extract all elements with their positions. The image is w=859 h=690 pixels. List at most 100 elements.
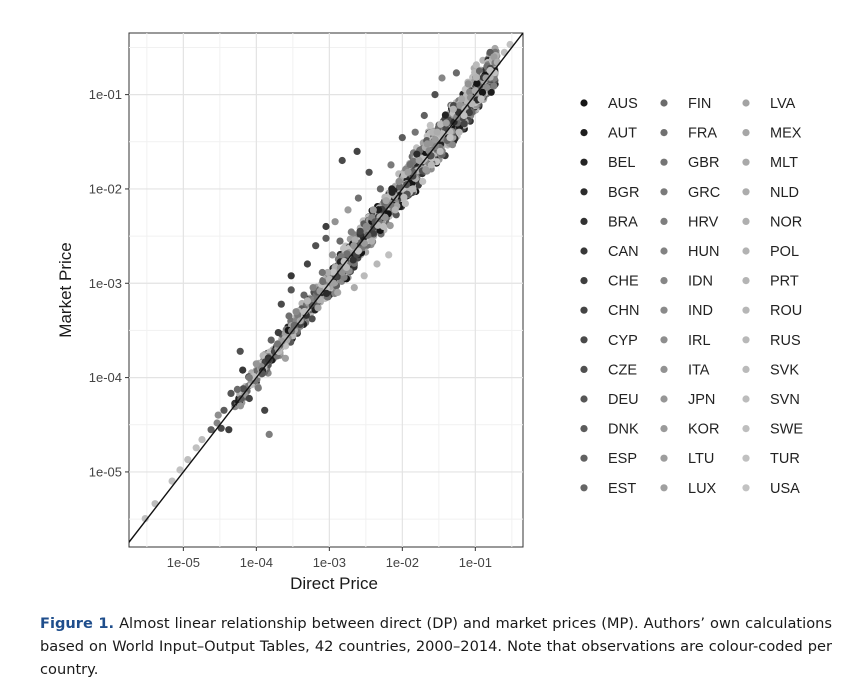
legend-marker <box>580 217 588 225</box>
legend-label: CAN <box>608 244 639 260</box>
data-point <box>398 134 406 142</box>
data-point <box>472 73 480 81</box>
data-point <box>329 268 337 276</box>
legend-marker <box>660 99 668 107</box>
data-point <box>413 150 421 158</box>
data-point <box>356 227 364 235</box>
data-point <box>336 237 344 245</box>
y-tick-label: 1e-02 <box>89 181 122 196</box>
legend-marker <box>742 306 750 314</box>
data-point <box>483 83 491 92</box>
data-point <box>473 79 481 87</box>
data-point <box>192 444 200 452</box>
legend-label: BRA <box>608 214 638 230</box>
data-point <box>322 222 330 231</box>
legend-marker <box>660 425 668 433</box>
legend-label: CHE <box>608 274 639 290</box>
legend-label: JPN <box>688 392 715 408</box>
legend-marker <box>660 484 668 492</box>
legend-label: MLT <box>770 155 798 171</box>
legend: AUS AUT BEL BGR BRA CAN CHE CHN CYP CZE DEU DNK ESP E… <box>580 96 803 497</box>
y-axis: 1e-05 1e-04 1e-03 1e-02 1e-01 <box>89 87 129 479</box>
legend-label: BEL <box>608 155 635 171</box>
data-point <box>344 206 352 214</box>
data-point <box>309 284 317 292</box>
legend-label: NLD <box>770 185 799 201</box>
data-point <box>456 101 464 109</box>
legend-label: EST <box>608 481 636 497</box>
data-point <box>406 160 414 169</box>
data-point <box>438 74 446 82</box>
data-point <box>427 161 435 169</box>
data-point <box>322 234 330 242</box>
data-point <box>252 360 260 368</box>
legend-label: LVA <box>770 96 796 112</box>
legend-marker <box>660 336 668 344</box>
legend-label: USA <box>770 481 800 497</box>
legend-marker <box>580 247 588 255</box>
data-point <box>379 222 387 231</box>
legend-label: BGR <box>608 185 639 201</box>
legend-label: ITA <box>688 362 710 378</box>
data-point <box>458 95 466 103</box>
data-point <box>482 74 490 82</box>
data-point <box>324 268 332 277</box>
legend-marker <box>580 484 588 492</box>
data-point <box>391 206 399 214</box>
figure: 1e-05 1e-04 1e-03 1e-02 1e-01 1e-05 1e-04 1e-0… <box>56 32 803 593</box>
legend-marker <box>742 158 750 166</box>
legend-marker <box>742 425 750 433</box>
data-point <box>176 466 184 474</box>
data-point <box>376 185 384 193</box>
legend-marker <box>660 247 668 255</box>
data-point <box>225 426 233 434</box>
major-gridlines <box>129 33 523 547</box>
data-point <box>239 385 247 393</box>
data-point <box>369 206 377 214</box>
legend-marker <box>580 365 588 373</box>
legend-label: POL <box>770 244 799 260</box>
data-point <box>343 250 351 258</box>
data-point <box>396 183 404 191</box>
data-point <box>460 111 468 120</box>
data-point <box>448 141 457 149</box>
data-point <box>300 291 308 299</box>
legend-label: CHN <box>608 303 639 319</box>
data-point <box>419 177 427 186</box>
data-point <box>287 286 295 294</box>
data-point <box>245 394 253 403</box>
y-axis-title: Market Price <box>56 242 75 337</box>
data-point <box>404 168 412 176</box>
data-point <box>360 272 368 280</box>
data-point <box>198 436 206 444</box>
data-point <box>254 384 262 392</box>
data-point <box>466 88 474 96</box>
data-point <box>141 515 149 523</box>
legend-marker <box>660 158 668 166</box>
data-point <box>214 411 222 419</box>
legend-label: LTU <box>688 451 714 467</box>
data-points <box>141 40 514 523</box>
legend-label: TUR <box>770 451 800 467</box>
data-point <box>273 340 282 348</box>
legend-label: HUN <box>688 244 719 260</box>
data-point <box>449 105 457 113</box>
data-point <box>322 289 331 297</box>
data-point <box>472 61 480 69</box>
data-point <box>395 177 403 186</box>
data-point <box>387 161 395 169</box>
data-point <box>362 222 370 231</box>
legend-marker <box>742 365 750 373</box>
data-point <box>386 222 394 230</box>
data-point <box>350 242 358 250</box>
legend-marker <box>742 129 750 137</box>
data-point <box>487 88 495 96</box>
data-point <box>213 419 221 427</box>
data-point <box>409 185 417 193</box>
legend-label: PRT <box>770 274 799 290</box>
legend-marker <box>660 365 668 373</box>
legend-label: IRL <box>688 333 711 349</box>
data-point <box>265 430 273 438</box>
legend-marker <box>660 306 668 314</box>
figure-caption: Figure 1. Almost linear relationship bet… <box>40 612 832 681</box>
